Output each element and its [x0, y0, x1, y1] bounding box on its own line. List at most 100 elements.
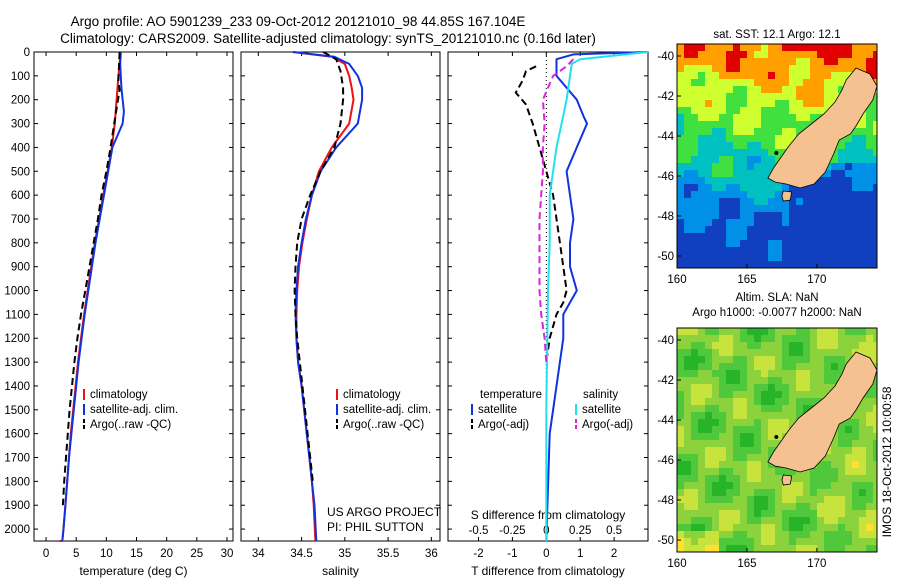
heatmap-cell	[691, 170, 698, 177]
heatmap-cell	[831, 198, 838, 205]
heatmap-cell	[796, 191, 803, 198]
heatmap-cell	[684, 226, 691, 233]
heatmap-cell	[691, 391, 698, 398]
heatmap-cell	[733, 135, 740, 142]
heatmap-cell	[705, 405, 712, 412]
heatmap-cell	[873, 198, 877, 205]
heatmap-cell	[775, 405, 782, 412]
heatmap-cell	[824, 545, 831, 552]
heatmap-cell	[845, 163, 852, 170]
heatmap-cell	[873, 121, 877, 128]
x-tick-label: 1	[577, 548, 583, 560]
heatmap-cell	[712, 440, 719, 447]
heatmap-cell	[852, 468, 859, 475]
heatmap-cell	[866, 184, 873, 191]
heatmap-cell	[768, 226, 775, 233]
heatmap-cell	[824, 489, 831, 496]
heatmap-cell	[775, 142, 782, 149]
heatmap-cell	[859, 496, 866, 503]
heatmap-cell	[677, 163, 684, 170]
heatmap-cell	[754, 342, 761, 349]
heatmap-cell	[740, 212, 747, 219]
heatmap-cell	[873, 398, 877, 405]
heatmap-cell	[810, 391, 817, 398]
heatmap-cell	[803, 335, 810, 342]
heatmap-cell	[698, 517, 705, 524]
heatmap-cell	[817, 342, 824, 349]
heatmap-cell	[873, 328, 877, 335]
heatmap-cell	[733, 212, 740, 219]
heatmap-cell	[838, 58, 845, 65]
heatmap-cell	[747, 128, 754, 135]
heatmap-cell	[859, 226, 866, 233]
heatmap-cell	[775, 398, 782, 405]
heatmap-cell	[740, 58, 747, 65]
heatmap-cell	[761, 391, 768, 398]
heatmap-cell	[824, 503, 831, 510]
figure-title-line1: Argo profile: AO 5901239_233 09-Oct-2012…	[71, 14, 526, 29]
map-frame	[676, 43, 878, 269]
heatmap-cell	[831, 482, 838, 489]
heatmap-cell	[684, 240, 691, 247]
heatmap-cell	[817, 51, 824, 58]
heatmap-cell	[852, 510, 859, 517]
heatmap-cell	[684, 107, 691, 114]
heatmap-cell	[754, 184, 761, 191]
heatmap-cell	[824, 240, 831, 247]
heatmap-cell	[859, 156, 866, 163]
heatmap-cell	[845, 426, 852, 433]
heatmap-cell	[782, 426, 789, 433]
heatmap-cell	[691, 461, 698, 468]
heatmap-cell	[761, 531, 768, 538]
heatmap-cell	[761, 184, 768, 191]
heatmap-cell	[803, 93, 810, 100]
heatmap-cell	[768, 114, 775, 121]
heatmap-cell	[691, 177, 698, 184]
heatmap-cell	[873, 135, 877, 142]
heatmap-cell	[684, 398, 691, 405]
heatmap-cell	[796, 86, 803, 93]
heatmap-cell	[705, 412, 712, 419]
heatmap-cell	[845, 72, 852, 79]
heatmap-cell	[768, 191, 775, 198]
heatmap-cell	[733, 170, 740, 177]
heatmap-cell	[852, 335, 859, 342]
heatmap-cell	[775, 489, 782, 496]
heatmap-cell	[796, 405, 803, 412]
heatmap-cell	[733, 149, 740, 156]
heatmap-cell	[698, 419, 705, 426]
heatmap-cell	[684, 496, 691, 503]
heatmap-cell	[810, 58, 817, 65]
heatmap-cell	[740, 177, 747, 184]
heatmap-cell	[719, 342, 726, 349]
heatmap-cell	[831, 163, 838, 170]
heatmap-cell	[691, 198, 698, 205]
heatmap-cell	[845, 205, 852, 212]
heatmap-cell	[684, 433, 691, 440]
heatmap-cell	[740, 405, 747, 412]
heatmap-cell	[684, 468, 691, 475]
heatmap-cell	[733, 545, 740, 552]
heatmap-cell	[761, 191, 768, 198]
lat-tick-label: -48	[657, 211, 674, 223]
heatmap-cell	[768, 100, 775, 107]
heatmap-cell	[684, 156, 691, 163]
heatmap-cell	[817, 212, 824, 219]
heatmap-cell	[719, 517, 726, 524]
heatmap-cell	[726, 468, 733, 475]
heatmap-cell	[726, 156, 733, 163]
heatmap-cell	[747, 405, 754, 412]
heatmap-cell	[789, 328, 796, 335]
heatmap-cell	[782, 219, 789, 226]
heatmap-cell	[789, 419, 796, 426]
heatmap-cell	[754, 226, 761, 233]
heatmap-cell	[754, 79, 761, 86]
heatmap-cell	[705, 72, 712, 79]
heatmap-cell	[873, 489, 877, 496]
heatmap-cell	[768, 517, 775, 524]
heatmap-cell	[740, 219, 747, 226]
heatmap-cell	[677, 468, 684, 475]
heatmap-cell	[817, 93, 824, 100]
heatmap-cell	[733, 412, 740, 419]
heatmap-cell	[824, 517, 831, 524]
